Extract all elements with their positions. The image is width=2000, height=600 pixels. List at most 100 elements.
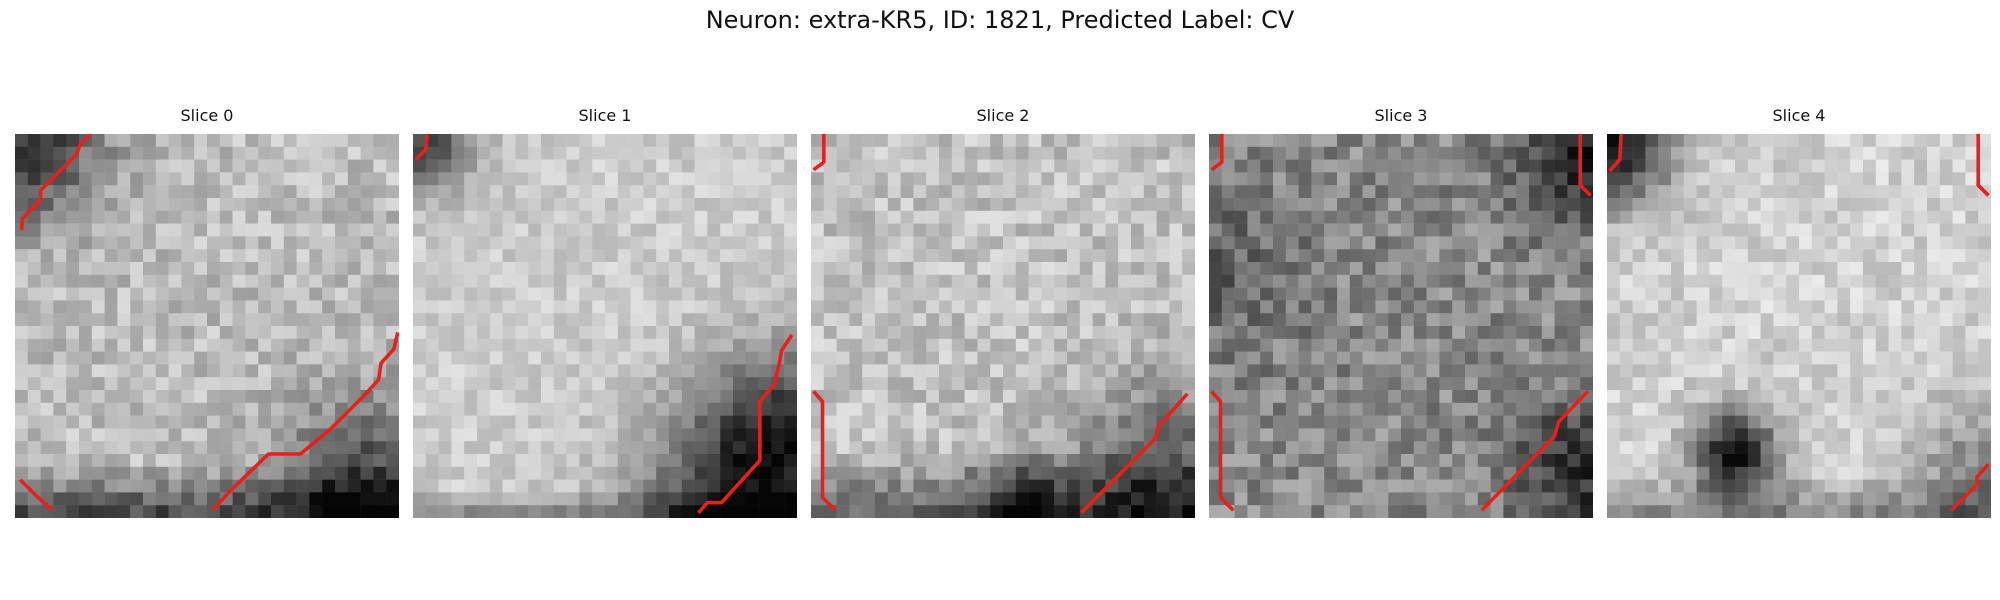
pixel <box>964 262 978 276</box>
pixel <box>413 236 427 250</box>
pixel <box>502 364 516 378</box>
pixel <box>977 390 991 404</box>
pixel <box>1169 262 1183 276</box>
pixel <box>643 274 657 288</box>
pixel <box>566 402 580 416</box>
pixel <box>40 338 54 352</box>
pixel <box>143 236 157 250</box>
pixel <box>1079 390 1093 404</box>
pixel <box>1131 185 1145 199</box>
pixel <box>1709 454 1723 468</box>
pixel <box>360 351 374 365</box>
pixel <box>579 313 593 327</box>
pixel <box>1580 377 1593 391</box>
pixel <box>232 262 246 276</box>
pixel <box>1850 134 1864 148</box>
pixel <box>1632 466 1646 480</box>
pixel <box>271 441 285 455</box>
pixel <box>1375 159 1389 173</box>
pixel <box>1939 492 1953 506</box>
pixel <box>1978 377 1991 391</box>
pixel <box>1452 223 1466 237</box>
pixel <box>694 262 708 276</box>
pixel <box>849 236 863 250</box>
pixel <box>130 313 144 327</box>
pixel <box>373 210 387 224</box>
pixel <box>245 338 259 352</box>
pixel <box>117 249 131 263</box>
pixel <box>91 390 105 404</box>
pixel <box>283 249 297 263</box>
pixel <box>875 159 889 173</box>
pixel <box>1490 505 1504 518</box>
pixel <box>669 287 683 301</box>
pixel <box>245 326 259 340</box>
pixel <box>1156 454 1170 468</box>
pixel <box>926 338 940 352</box>
pixel <box>1850 249 1864 263</box>
slice-pixels-1 <box>413 134 797 518</box>
pixel <box>258 313 272 327</box>
pixel <box>347 326 361 340</box>
pixel <box>1516 364 1530 378</box>
pixel <box>386 134 399 148</box>
pixel <box>451 159 465 173</box>
pixel <box>849 249 863 263</box>
pixel <box>951 326 965 340</box>
pixel <box>1182 198 1195 212</box>
pixel <box>335 300 349 314</box>
pixel <box>758 262 772 276</box>
pixel <box>1273 364 1287 378</box>
pixel <box>694 326 708 340</box>
pixel <box>811 338 825 352</box>
pixel <box>40 454 54 468</box>
pixel <box>1349 466 1363 480</box>
pixel <box>91 159 105 173</box>
pixel <box>1337 274 1351 288</box>
pixel <box>1580 428 1593 442</box>
pixel <box>605 185 619 199</box>
pixel <box>1671 146 1685 160</box>
pixel <box>771 390 785 404</box>
pixel <box>1041 402 1055 416</box>
pixel <box>1015 300 1029 314</box>
pixel <box>438 479 452 493</box>
pixel <box>887 172 901 186</box>
pixel <box>464 236 478 250</box>
pixel <box>643 326 657 340</box>
pixel <box>669 390 683 404</box>
pixel <box>681 146 695 160</box>
pixel <box>66 274 80 288</box>
pixel <box>643 262 657 276</box>
pixel <box>155 159 169 173</box>
pixel <box>553 134 567 148</box>
pixel <box>849 415 863 429</box>
pixel <box>1169 326 1183 340</box>
pixel <box>451 300 465 314</box>
pixel <box>669 505 683 518</box>
pixel <box>360 223 374 237</box>
pixel <box>1952 274 1966 288</box>
pixel <box>913 505 927 518</box>
pixel <box>1298 287 1312 301</box>
pixel <box>784 262 797 276</box>
pixel <box>1632 390 1646 404</box>
pixel <box>477 364 491 378</box>
pixel <box>1811 338 1825 352</box>
pixel <box>1927 236 1941 250</box>
pixel <box>1503 300 1517 314</box>
pixel <box>862 479 876 493</box>
pixel <box>1143 454 1157 468</box>
pixel <box>1709 505 1723 518</box>
pixel <box>347 479 361 493</box>
pixel <box>258 492 272 506</box>
pixel <box>1452 505 1466 518</box>
pixel <box>951 262 965 276</box>
pixel <box>1337 402 1351 416</box>
pixel <box>1015 479 1029 493</box>
pixel <box>347 313 361 327</box>
pixel <box>745 313 759 327</box>
pixel <box>1888 441 1902 455</box>
pixel <box>1413 236 1427 250</box>
pixel <box>875 326 889 340</box>
